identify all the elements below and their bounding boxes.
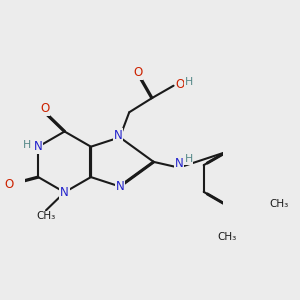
Text: O: O	[4, 178, 14, 190]
Text: O: O	[134, 66, 142, 79]
Text: N: N	[60, 186, 69, 199]
Text: CH₃: CH₃	[270, 199, 289, 209]
Text: O: O	[40, 102, 50, 115]
Text: H: H	[22, 140, 31, 150]
Text: O: O	[176, 78, 185, 91]
Text: CH₃: CH₃	[217, 232, 236, 242]
Text: CH₃: CH₃	[36, 212, 56, 221]
Text: N: N	[175, 158, 183, 170]
Text: H: H	[185, 77, 194, 87]
Text: N: N	[114, 129, 123, 142]
Text: N: N	[34, 140, 43, 153]
Text: N: N	[116, 180, 124, 193]
Text: H: H	[184, 154, 193, 164]
